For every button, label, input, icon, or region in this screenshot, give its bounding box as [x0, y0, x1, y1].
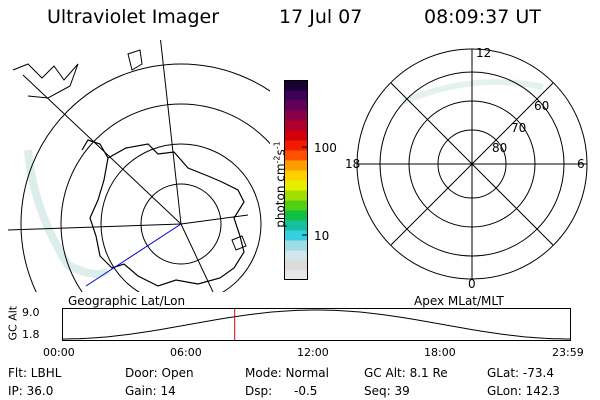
- status-glat: GLat: -73.4: [487, 366, 554, 380]
- mlat-label-80: 80: [492, 141, 508, 155]
- geo-panel-label: Geographic Lat/Lon: [68, 294, 186, 308]
- altitude-curve: [62, 309, 570, 340]
- date-label: 17 Jul 07: [279, 6, 363, 28]
- colorbar-segment: [284, 160, 308, 171]
- colorbar-segment: [284, 180, 308, 191]
- colorbar-tick-10: 10: [314, 229, 330, 243]
- status-seq: Seq: 39: [364, 384, 410, 398]
- mlt-label-18: 18: [345, 157, 361, 171]
- x-tick-0000: 00:00: [43, 346, 75, 359]
- apex-mlt-panel: [356, 48, 588, 280]
- altitude-plot: [62, 308, 571, 341]
- apex-panel-label: Apex MLat/MLT: [414, 294, 504, 308]
- meridian-line: [22, 74, 182, 225]
- continent-outline: [89, 143, 245, 287]
- time-label: 08:09:37 UT: [424, 6, 541, 28]
- meridian-line: [180, 223, 214, 292]
- colorbar-segment: [284, 270, 308, 280]
- coastline-outline: [12, 63, 79, 99]
- colorbar-segment: [284, 220, 308, 231]
- x-tick-1200: 12:00: [297, 346, 329, 359]
- peninsula-outline: [81, 139, 109, 159]
- latitude-circle: [140, 183, 222, 265]
- mlt-line: [390, 82, 554, 246]
- instrument-title: Ultraviolet Imager: [47, 6, 220, 28]
- mlt-label-6: 6: [577, 157, 585, 171]
- colorbar-segment: [284, 80, 308, 91]
- colorbar-tick-100: 100: [314, 141, 337, 155]
- status-gain: Gain: 14: [125, 384, 176, 398]
- colorbar-segment: [284, 250, 308, 261]
- colorbar-segment: [284, 170, 308, 181]
- colorbar-segment: [284, 130, 308, 141]
- latitude-circle: [100, 143, 262, 292]
- colorbar-label: photon cm-2s-1: [272, 141, 288, 228]
- x-tick-0600: 06:00: [170, 346, 202, 359]
- x-tick-1800: 18:00: [424, 346, 456, 359]
- status-mode: Mode: Normal: [245, 366, 329, 380]
- alt-y-min: 1.8: [22, 328, 40, 341]
- satellite-track: [85, 223, 182, 287]
- colorbar-segment: [284, 200, 308, 211]
- colorbar-segment: [284, 90, 308, 101]
- colorbar-segment: [284, 140, 308, 151]
- status-door: Door: Open: [125, 366, 194, 380]
- colorbar-segment: [284, 190, 308, 201]
- colorbar-segment: [284, 210, 308, 221]
- colorbar-segment: [284, 150, 308, 161]
- x-tick-2359: 23:59: [552, 346, 584, 359]
- latitude-circle: [20, 63, 270, 292]
- coastline-outline: [127, 49, 143, 71]
- status-glon: GLon: 142.3: [487, 384, 560, 398]
- alt-y-max: 9.0: [22, 306, 40, 319]
- colorbar-segment: [284, 100, 308, 111]
- colorbar-segment: [284, 120, 308, 131]
- mlat-label-70: 70: [511, 121, 527, 135]
- meridian-line: [160, 40, 182, 225]
- coastline-outline: [231, 235, 247, 251]
- status-dsp-label: Dsp:: [245, 384, 273, 398]
- status-gc-alt: GC Alt: 8.1 Re: [364, 366, 448, 380]
- colorbar: [284, 80, 308, 280]
- latitude-circle: [60, 103, 270, 292]
- meridian-line: [8, 223, 182, 231]
- meridian-line: [180, 214, 249, 225]
- mlat-label-60: 60: [534, 99, 550, 113]
- mlt-label-12: 12: [476, 46, 492, 60]
- geographic-map-panel: [8, 40, 270, 292]
- alt-y-title: GC Alt: [6, 305, 20, 341]
- status-dsp-value: -0.5: [294, 384, 318, 398]
- aurora-glow: [401, 79, 544, 105]
- colorbar-segment: [284, 110, 308, 121]
- mlt-label-0: 0: [468, 277, 476, 291]
- colorbar-segment: [284, 230, 308, 241]
- aurora-glow: [24, 149, 111, 278]
- status-flt: Flt: LBHL: [8, 366, 62, 380]
- status-ip: IP: 36.0: [8, 384, 54, 398]
- colorbar-segment: [284, 260, 308, 271]
- colorbar-segment: [284, 240, 308, 251]
